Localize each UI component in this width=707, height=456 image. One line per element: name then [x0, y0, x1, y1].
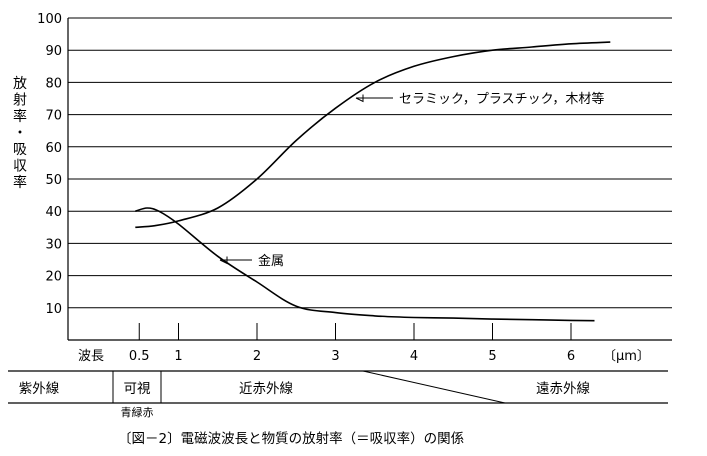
ceramic-annotation-arrow-head — [355, 94, 364, 103]
band-label-near-ir: 近赤外線 — [239, 381, 293, 397]
y-tick-label: 30 — [45, 237, 62, 252]
y-tick-label: 10 — [45, 302, 62, 317]
metal-annotation-arrow-head — [219, 256, 228, 265]
y-tick-label: 20 — [45, 270, 62, 285]
x-axis-unit-label: 〔μm〕 — [603, 349, 650, 364]
y-label-char: 率 — [13, 174, 27, 191]
band-label-visible: 可視 — [124, 381, 151, 397]
x-tick-label: 5 — [488, 349, 496, 364]
band-label-visible-colors: 青緑赤 — [121, 405, 154, 419]
y-tick-label: 50 — [45, 173, 62, 188]
y-label-char: 収 — [13, 159, 27, 175]
metal-annotation-label: 金属 — [258, 253, 284, 269]
y-tick-labels: 10 20 30 40 50 60 70 80 90 100 — [37, 12, 62, 317]
y-label-char: 率 — [13, 108, 27, 125]
y-tick-label: 70 — [45, 109, 62, 124]
band-label-uv: 紫外線 — [19, 381, 60, 397]
ceramic-annotation-label: セラミック，プラスチック，木材等 — [399, 91, 604, 107]
y-tick-label: 100 — [37, 12, 62, 27]
grid-lines — [68, 17, 672, 309]
y-label-char: 射 — [13, 93, 27, 109]
y-label-char: 放 — [13, 76, 27, 92]
band-divider-near-far — [362, 370, 506, 404]
series-line-ceramic-plastic-wood — [135, 41, 611, 229]
x-tick-label: 6 — [567, 349, 575, 364]
y-tick-label: 40 — [45, 205, 62, 220]
x-axis-prefix-label: 波長 — [78, 349, 104, 364]
y-label-char: 吸 — [13, 142, 27, 158]
x-axis: 0.5 1 2 3 4 5 6 波長 〔μm〕 — [68, 323, 672, 364]
y-tick-label: 80 — [45, 76, 62, 91]
y-tick-label: 90 — [45, 44, 62, 59]
x-tick-label: 0.5 — [129, 349, 150, 364]
series-lines — [135, 41, 611, 322]
x-tick-label: 3 — [331, 349, 339, 364]
y-tick-label: 60 — [45, 141, 62, 156]
x-tick-label: 2 — [253, 349, 261, 364]
figure-caption: 〔図－2〕電磁波波長と物質の放射率（＝吸収率）の関係 — [118, 430, 464, 447]
x-tick-label: 4 — [410, 349, 418, 364]
y-label-char: ・ — [13, 126, 27, 142]
y-axis-label: 放射率・吸収率 — [13, 76, 27, 191]
x-tick-label: 1 — [174, 349, 182, 364]
band-label-far-ir: 遠赤外線 — [536, 381, 590, 397]
series-line-metal — [135, 207, 595, 322]
